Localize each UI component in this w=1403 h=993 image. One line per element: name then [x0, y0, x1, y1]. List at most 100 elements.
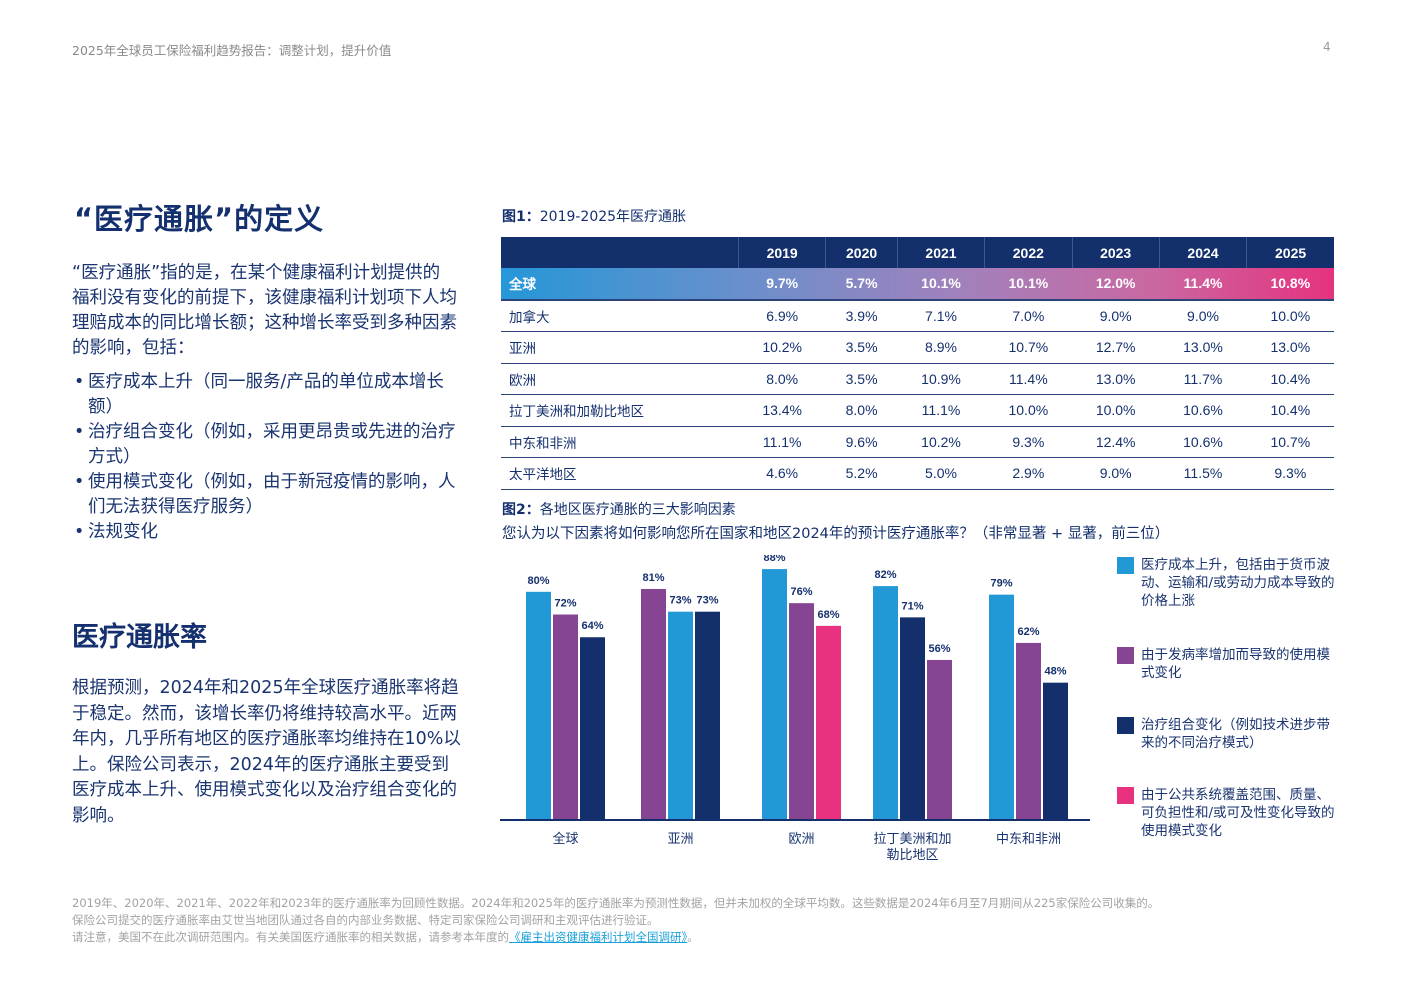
drivers-bar-chart: 80% 72% 64% 全球 81% 73% 73% 亚洲 88% 76% 68% 欧洲 82% 71% 5…	[500, 555, 1090, 863]
header-year: 2024	[1158, 237, 1247, 268]
value-cell: 10.0%	[1246, 299, 1334, 332]
x-tick-label: 勒比地区	[886, 848, 938, 863]
value-cell: 9.3%	[1246, 457, 1334, 490]
bar-value-label: 56%	[928, 643, 950, 655]
bar-cost	[989, 594, 1014, 819]
rate-heading: 医疗通胀率	[72, 622, 207, 653]
region-cell: 欧洲	[501, 363, 739, 395]
bar-public	[816, 625, 841, 819]
value-cell: 11.4%	[984, 363, 1072, 395]
value-cell: 13.0%	[1159, 331, 1247, 364]
value-cell: 9.0%	[1072, 457, 1160, 490]
legend-label: 医疗成本上升，包括由于货币波动、运输和/或劳动力成本导致的价格上涨	[1141, 557, 1335, 609]
value-cell: 8.0%	[825, 394, 898, 427]
region-cell: 拉丁美洲和加勒比地区	[501, 394, 739, 427]
value-cell: 3.5%	[825, 331, 898, 364]
header-year: 2023	[1071, 237, 1160, 268]
value-cell: 9.3%	[984, 426, 1072, 458]
value-cell: 11.4%	[1159, 268, 1247, 301]
bar-value-label: 73%	[696, 595, 718, 607]
value-cell: 9.7%	[738, 268, 826, 301]
footnote-line-2: 保险公司提交的医疗通胀率由艾世当地团队通过各自的内部业务数据、特定司家保险公司调…	[72, 913, 659, 927]
bullet-dot-icon: •	[74, 372, 85, 392]
definition-heading: “医疗通胀”的定义	[74, 202, 325, 236]
value-cell: 10.8%	[1246, 268, 1334, 301]
value-cell: 10.6%	[1159, 394, 1247, 427]
bar-cost	[668, 611, 693, 819]
bar-value-label: 79%	[990, 578, 1012, 590]
bar-value-label: 88%	[763, 555, 785, 564]
x-tick-label: 全球	[552, 831, 578, 847]
footnote-line-1: 2019年、2020年、2021年、2022年和2023年的医疗通胀率为回顾性数…	[72, 896, 1160, 910]
value-cell: 10.0%	[1072, 394, 1160, 427]
bar-incidence	[927, 659, 952, 819]
value-cell: 10.1%	[984, 268, 1072, 301]
figure1-title: 图1：2019-2025年医疗通胀	[502, 209, 687, 225]
survey-link[interactable]: 《雇主出资健康福利计划全国调研》	[509, 930, 688, 944]
table-row: 太平洋地区 4.6% 5.2% 5.0% 2.9% 9.0% 11.5% 9.3%	[501, 457, 1334, 490]
bullet-item: • 使用模式变化（例如，由于新冠疫情的影响，人们无法获得医疗服务）	[74, 472, 456, 517]
legend-swatch-icon	[1117, 647, 1134, 664]
value-cell: 6.9%	[738, 299, 826, 332]
x-tick-label: 欧洲	[788, 832, 814, 847]
footnote-line-3: 请注意，美国不在此次调研范围内。有关美国医疗通胀率的相关数据，请参考本年度的《雇…	[72, 930, 699, 944]
bar-value-label: 73%	[669, 595, 691, 607]
table-row: 欧洲 8.0% 3.5% 10.9% 11.4% 13.0% 11.7% 10.4%	[501, 363, 1334, 395]
rate-paragraph: 根据预测，2024年和2025年全球医疗通胀率将趋于稳定。然而，该增长率仍将维持…	[72, 678, 461, 826]
footnote: 2019年、2020年、2021年、2022年和2023年的医疗通胀率为回顾性数…	[72, 895, 1372, 946]
figure2-question: 您认为以下因素将如何影响您所在国家和地区2024年的预计医疗通胀率？（非常显著 …	[502, 526, 1170, 542]
value-cell: 13.0%	[1246, 331, 1334, 364]
legend-item-cost: 医疗成本上升，包括由于货币波动、运输和/或劳动力成本导致的价格上涨	[1117, 556, 1341, 610]
x-tick-label: 拉丁美洲和加	[873, 832, 951, 847]
value-cell: 7.0%	[984, 299, 1072, 332]
value-cell: 10.9%	[897, 363, 985, 395]
bar-value-label: 68%	[817, 609, 839, 621]
bar-value-label: 82%	[874, 569, 896, 581]
region-cell: 中东和非洲	[501, 426, 739, 458]
bullet-dot-icon: •	[74, 522, 85, 542]
bar-treatment	[1043, 682, 1068, 819]
report-title: 2025年全球员工保险福利趋势报告：调整计划，提升价值	[72, 43, 392, 58]
bar-treatment	[580, 637, 605, 819]
value-cell: 2.9%	[984, 457, 1072, 490]
page-number: 4	[1323, 40, 1331, 54]
legend-item-treatment: 治疗组合变化（例如技术进步带来的不同治疗模式）	[1117, 716, 1341, 752]
bar-value-label: 48%	[1044, 666, 1066, 678]
header-year: 2025	[1246, 237, 1334, 268]
value-cell: 13.0%	[1072, 363, 1160, 395]
value-cell: 8.0%	[738, 363, 826, 395]
table-row: 加拿大 6.9% 3.9% 7.1% 7.0% 9.0% 9.0% 10.0%	[501, 299, 1334, 332]
bullet-dot-icon: •	[74, 422, 85, 442]
legend-swatch-icon	[1117, 717, 1134, 734]
figure2-title: 图2：各地区医疗通胀的三大影响因素	[502, 502, 736, 518]
bar-incidence	[789, 603, 814, 819]
bar-cost	[873, 586, 898, 819]
table-row: 中东和非洲 11.1% 9.6% 10.2% 9.3% 12.4% 10.6% 10.7%	[501, 426, 1334, 458]
value-cell: 10.4%	[1246, 363, 1334, 395]
value-cell: 13.4%	[738, 394, 826, 427]
legend-item-public: 由于公共系统覆盖范围、质量、可负担性和/或可及性变化导致的使用模式变化	[1117, 786, 1341, 840]
value-cell: 9.0%	[1159, 299, 1247, 332]
bar-value-label: 80%	[527, 575, 549, 587]
value-cell: 5.0%	[897, 457, 985, 490]
value-cell: 5.2%	[825, 457, 898, 490]
region-cell: 太平洋地区	[501, 457, 739, 490]
value-cell: 12.4%	[1072, 426, 1160, 458]
bar-value-label: 76%	[790, 586, 812, 598]
legend-label: 由于发病率增加而导致的使用模式变化	[1141, 647, 1330, 681]
definition-paragraph: “医疗通胀”指的是，在某个健康福利计划提供的福利没有变化的前提下，该健康福利计划…	[72, 263, 457, 358]
bullet-dot-icon: •	[74, 472, 85, 492]
value-cell: 11.7%	[1159, 363, 1247, 395]
value-cell: 12.7%	[1072, 331, 1160, 364]
value-cell: 10.4%	[1246, 394, 1334, 427]
header-year: 2020	[825, 237, 898, 268]
value-cell: 10.2%	[897, 426, 985, 458]
value-cell: 10.2%	[738, 331, 826, 364]
bullet-item: • 医疗成本上升（同一服务/产品的单位成本增长额）	[74, 372, 444, 417]
header-year: 2019	[737, 237, 826, 268]
value-cell: 10.6%	[1159, 426, 1247, 458]
legend-swatch-icon	[1117, 557, 1134, 574]
value-cell: 10.0%	[984, 394, 1072, 427]
bullet-item: • 法规变化	[72, 520, 462, 545]
header-region	[501, 237, 739, 268]
